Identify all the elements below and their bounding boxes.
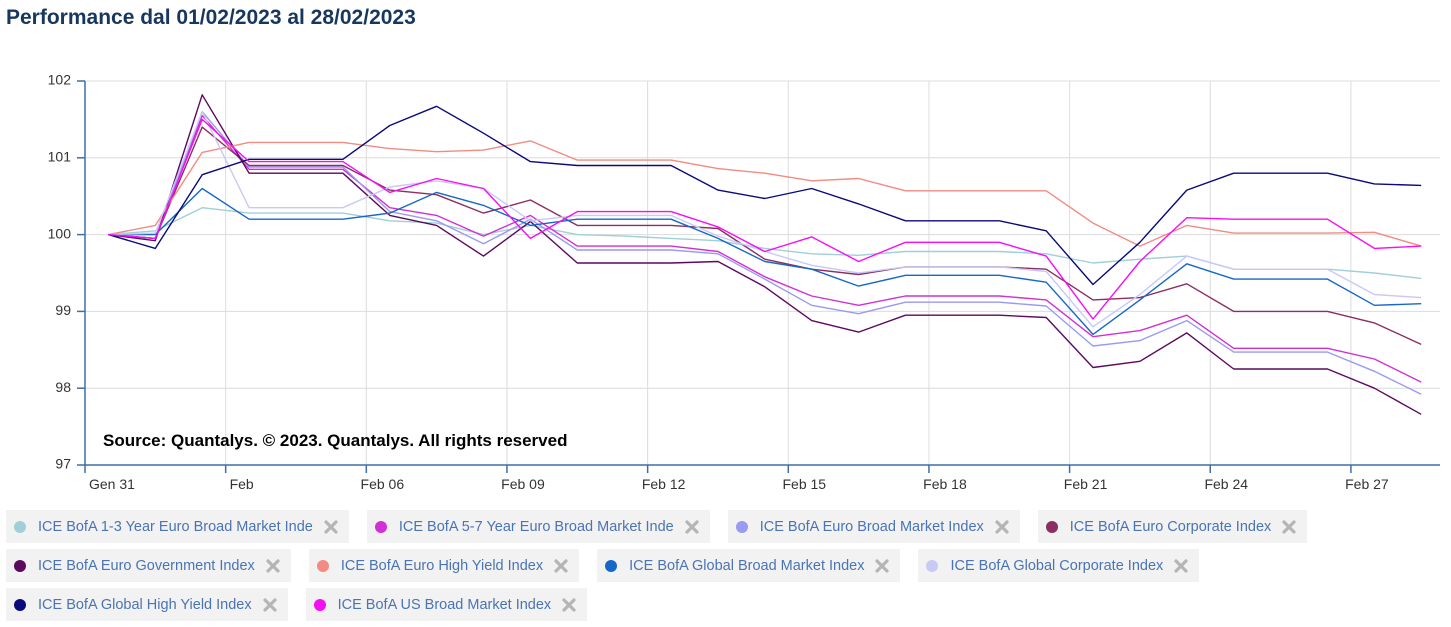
legend-item[interactable]: ICE BofA Euro High Yield Index (308, 549, 580, 582)
y-tick-label: 97 (55, 456, 71, 472)
remove-icon[interactable] (684, 519, 700, 535)
legend-label: ICE BofA Global High Yield Index (38, 596, 252, 613)
remove-icon[interactable] (323, 519, 339, 535)
remove-icon[interactable] (265, 558, 281, 574)
remove-icon[interactable] (262, 597, 278, 613)
x-tick-label: Feb 24 (1204, 476, 1248, 492)
legend-item[interactable]: ICE BofA Global Broad Market Index (597, 549, 901, 582)
legend-label: ICE BofA 5-7 Year Euro Broad Market Inde (398, 518, 674, 535)
legend-item[interactable]: ICE BofA 5-7 Year Euro Broad Market Inde (366, 510, 710, 543)
legend-label: ICE BofA Global Broad Market Index (629, 557, 865, 574)
legend-item[interactable]: ICE BofA Euro Government Index (6, 549, 291, 582)
remove-icon[interactable] (1281, 519, 1297, 535)
series-line (108, 94, 1422, 415)
series-line (108, 105, 1422, 286)
remove-icon[interactable] (553, 558, 569, 574)
remove-icon[interactable] (994, 519, 1010, 535)
y-tick-label: 98 (55, 379, 71, 395)
remove-icon[interactable] (561, 597, 577, 613)
legend-marker (926, 559, 939, 572)
legend-item[interactable]: ICE BofA Euro Corporate Index (1037, 510, 1308, 543)
legend-marker (14, 559, 26, 572)
series-line (108, 140, 1422, 247)
x-tick-label: Feb 15 (782, 476, 826, 492)
legend-marker (14, 598, 26, 611)
series-line (108, 118, 1422, 320)
legend-item[interactable]: ICE BofA Global Corporate Index (918, 549, 1200, 582)
y-tick-label: 100 (48, 225, 72, 241)
legend-item[interactable]: ICE BofA Euro Broad Market Index (727, 510, 1020, 543)
legend-marker (605, 559, 618, 572)
series-line (108, 114, 1422, 383)
chart-title: Performance dal 01/02/2023 al 28/02/2023 (6, 6, 416, 29)
legend-marker (735, 520, 748, 533)
y-tick-label: 101 (48, 149, 72, 165)
x-tick-label: Feb 18 (923, 476, 967, 492)
legend-label: ICE BofA Euro High Yield Index (340, 557, 544, 574)
legend-label: ICE BofA 1-3 Year Euro Broad Market Inde (38, 518, 313, 535)
legend-label: ICE BofA Euro Government Index (38, 557, 255, 574)
legend-marker (313, 598, 326, 611)
remove-icon[interactable] (874, 558, 890, 574)
y-tick-label: 99 (55, 302, 71, 318)
y-tick-label: 102 (48, 72, 72, 88)
remove-icon[interactable] (1173, 558, 1189, 574)
series-line (108, 111, 1422, 395)
legend-marker (1045, 520, 1058, 533)
series-line (108, 187, 1422, 336)
x-tick-label: Feb 12 (642, 476, 686, 492)
legend-label: ICE BofA Euro Corporate Index (1069, 518, 1272, 535)
x-tick-label: Feb 21 (1064, 476, 1108, 492)
legend-marker (316, 559, 329, 572)
x-tick-label: Feb (230, 476, 254, 492)
source-annotation: Source: Quantalys. © 2023. Quantalys. Al… (103, 431, 567, 450)
x-tick-label: Feb 06 (361, 476, 405, 492)
legend-marker (374, 520, 387, 533)
legend-item[interactable]: ICE BofA Global High Yield Index (6, 588, 288, 621)
legend: ICE BofA 1-3 Year Euro Broad Market Inde… (6, 510, 1446, 621)
legend-item[interactable]: ICE BofA 1-3 Year Euro Broad Market Inde (6, 510, 349, 543)
x-tick-label: Feb 09 (501, 476, 545, 492)
legend-marker (14, 520, 26, 533)
series-line (108, 126, 1422, 346)
legend-label: ICE BofA Euro Broad Market Index (759, 518, 984, 535)
legend-item[interactable]: ICE BofA US Broad Market Index (305, 588, 588, 621)
chart: 97 98 99 100 101 102 Gen 31 Feb Feb 06 Feb 09 Feb … (48, 72, 1440, 492)
x-tick-label: Gen 31 (89, 476, 135, 492)
legend-label: ICE BofA Global Corporate Index (950, 557, 1164, 574)
x-tick-label: Feb 27 (1345, 476, 1389, 492)
legend-label: ICE BofA US Broad Market Index (337, 596, 552, 613)
